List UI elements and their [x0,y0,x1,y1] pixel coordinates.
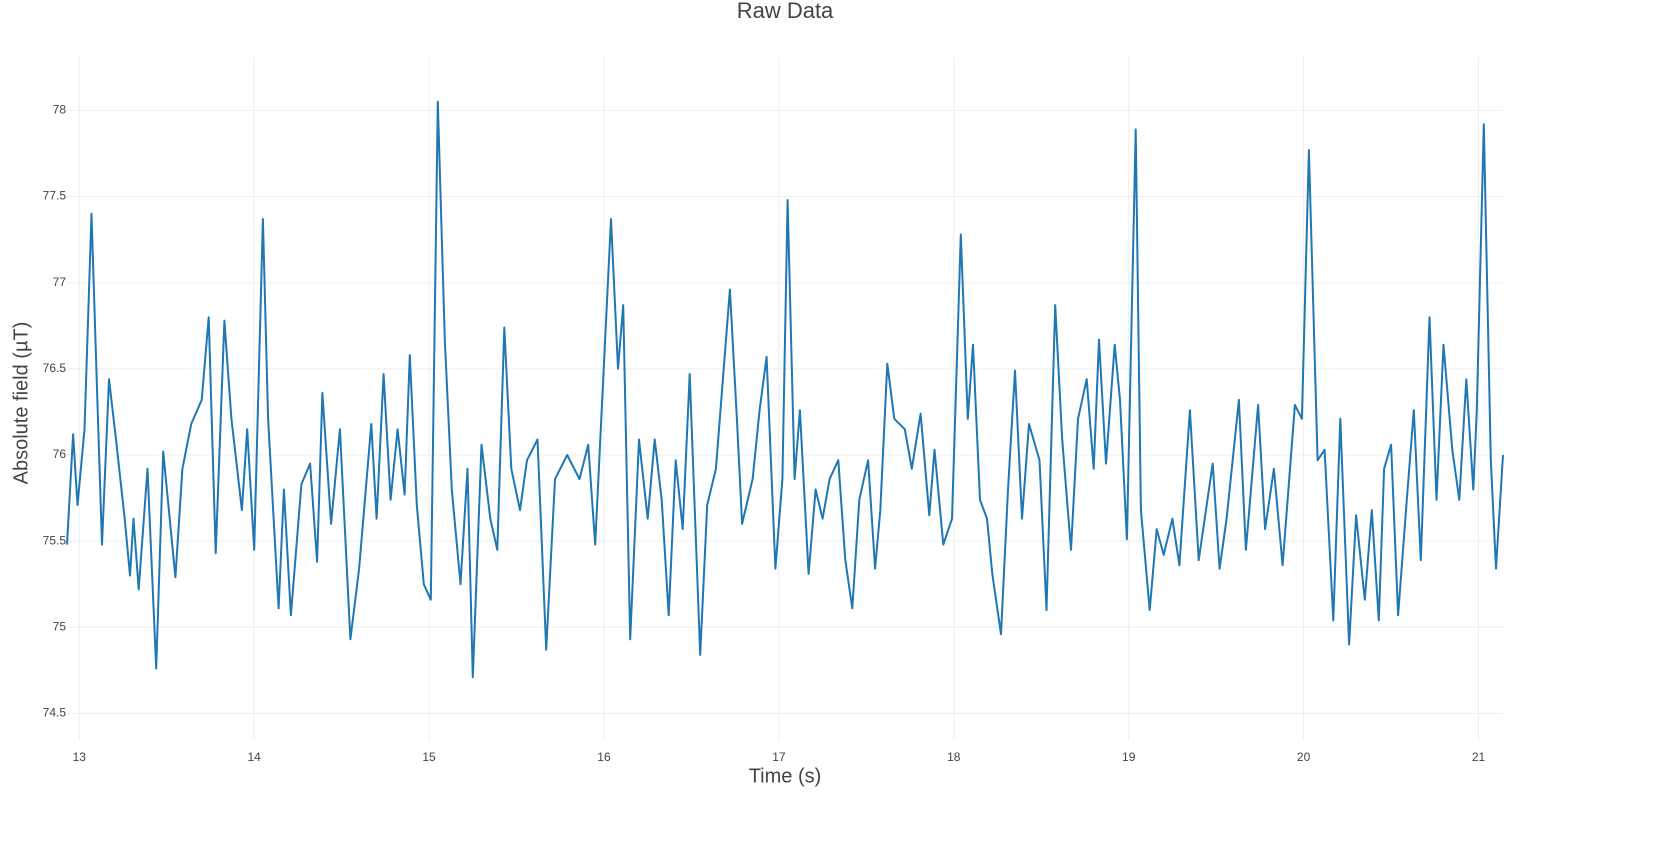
y-tick-label: 76 [53,447,67,461]
x-axis-title: Time (s) [749,765,822,787]
x-tick-label: 14 [247,750,261,764]
x-tick-label: 18 [947,750,961,764]
x-tick-label: 19 [1122,750,1136,764]
y-tick-label: 75 [53,619,67,633]
x-tick-label: 20 [1297,750,1311,764]
y-tick-label: 75.5 [43,533,67,547]
y-tick-label: 76.5 [43,361,67,375]
data-line [66,100,1504,679]
x-tick-label: 17 [772,750,786,764]
y-tick-label: 77.5 [43,189,67,203]
x-tick-label: 13 [73,750,87,764]
y-tick-label: 74.5 [43,706,67,720]
y-axis-title: Absolute field (µT) [10,322,32,485]
x-tick-label: 16 [597,750,611,764]
x-tick-label: 21 [1472,750,1486,764]
x-tick-label: 15 [422,750,436,764]
y-tick-label: 77 [53,275,67,289]
y-tick-label: 78 [53,103,67,117]
chart-title: Raw Data [737,0,834,23]
